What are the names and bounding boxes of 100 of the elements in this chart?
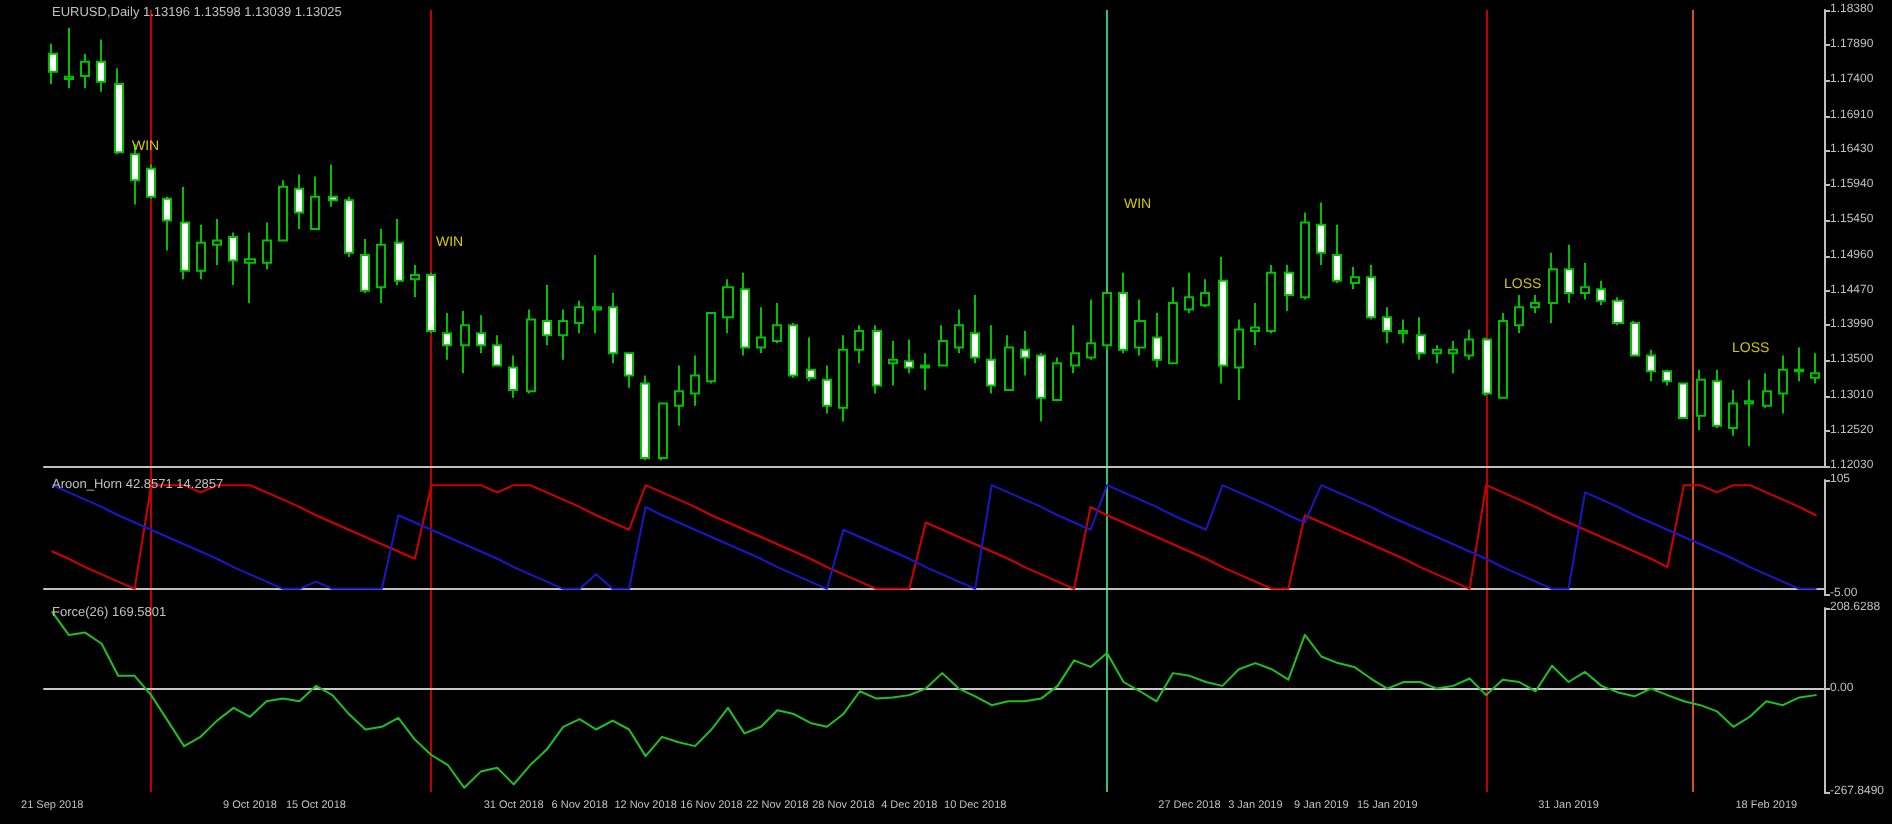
candlestick xyxy=(1778,354,1788,415)
candlestick xyxy=(196,223,206,281)
candlestick xyxy=(690,354,700,407)
candlestick xyxy=(1332,223,1342,284)
candlestick xyxy=(1070,324,1080,375)
candlestick xyxy=(1416,316,1426,361)
candlestick xyxy=(526,308,536,395)
candlestick xyxy=(1448,340,1458,375)
candlestick xyxy=(1712,368,1722,429)
candlestick xyxy=(1530,294,1540,315)
candlestick xyxy=(476,314,486,355)
candlestick xyxy=(822,364,832,415)
candlestick xyxy=(1036,352,1046,423)
candlestick xyxy=(542,284,552,347)
candlestick xyxy=(1266,263,1276,335)
candlestick xyxy=(328,163,338,208)
candlestick xyxy=(146,163,156,200)
candlestick xyxy=(888,340,898,387)
candlestick xyxy=(1086,298,1096,361)
candlestick xyxy=(80,52,90,90)
candlestick xyxy=(426,271,436,335)
candlestick xyxy=(310,175,320,231)
candlestick xyxy=(410,263,420,299)
candlestick xyxy=(1250,301,1260,347)
candlestick xyxy=(954,308,964,355)
candlestick xyxy=(344,195,354,259)
candlestick xyxy=(1794,346,1804,383)
candlestick xyxy=(1810,352,1820,385)
candlestick xyxy=(1696,368,1706,432)
candlestick xyxy=(722,278,734,335)
candlestick xyxy=(1152,312,1162,369)
candlestick xyxy=(48,42,58,85)
candlestick xyxy=(1102,291,1112,351)
candlestick xyxy=(1316,201,1326,266)
candlestick xyxy=(706,312,716,385)
candlestick xyxy=(1366,263,1376,321)
candlestick xyxy=(1184,271,1194,315)
candlestick xyxy=(788,322,798,379)
candlestick xyxy=(1646,348,1656,383)
candlestick xyxy=(1498,312,1508,399)
candlestick xyxy=(772,301,782,345)
candlestick xyxy=(1300,211,1310,301)
candlestick xyxy=(1678,382,1688,419)
candlestick xyxy=(756,306,766,355)
candlestick xyxy=(394,217,404,287)
candlestick xyxy=(376,228,386,304)
candlestick xyxy=(1052,356,1062,403)
candlestick xyxy=(1234,318,1244,401)
candlestick xyxy=(1596,279,1606,307)
candlestick xyxy=(1004,334,1014,391)
candlestick xyxy=(624,352,634,389)
candlestick xyxy=(1134,298,1146,357)
candlestick xyxy=(64,26,74,90)
candlestick xyxy=(838,334,848,423)
candlestick xyxy=(854,324,864,365)
candlestick xyxy=(806,336,816,383)
candlestick xyxy=(558,308,568,361)
candlestick xyxy=(1630,319,1640,357)
candlestick xyxy=(1464,328,1474,361)
candlestick xyxy=(938,324,948,367)
candlestick xyxy=(212,217,222,266)
candlestick xyxy=(1398,318,1408,345)
candlestick xyxy=(1382,306,1392,345)
candlestick xyxy=(1432,344,1442,365)
candlestick xyxy=(608,291,618,365)
candlestick xyxy=(460,309,470,375)
candlestick xyxy=(1744,378,1754,447)
candlestick xyxy=(1218,256,1228,385)
candlestick xyxy=(162,195,172,252)
candlestick xyxy=(1612,296,1624,327)
candlestick xyxy=(740,271,750,357)
candlestick xyxy=(114,67,124,156)
candlestick xyxy=(920,352,930,391)
candlestick xyxy=(442,312,452,361)
candlestick xyxy=(970,294,980,365)
candlestick xyxy=(986,324,996,395)
candlestick xyxy=(1200,278,1210,309)
candlestick xyxy=(904,338,914,375)
candlestick xyxy=(640,374,650,462)
candlestick xyxy=(262,221,272,271)
candlestick xyxy=(492,334,502,367)
candlestick xyxy=(1514,294,1524,335)
candlestick xyxy=(592,253,602,335)
candlestick xyxy=(574,299,584,335)
candlestick xyxy=(508,354,518,399)
candlestick xyxy=(96,38,106,93)
candlestick xyxy=(1662,368,1672,387)
candlestick xyxy=(294,173,304,231)
candlestick xyxy=(1762,372,1772,409)
candlestick xyxy=(872,324,882,395)
candlestick xyxy=(1284,263,1294,312)
candlestick xyxy=(1350,266,1360,291)
candlestick xyxy=(1118,271,1128,355)
candlestick xyxy=(180,185,190,281)
candlestick xyxy=(278,179,288,242)
candlestick xyxy=(1168,286,1178,365)
candlestick xyxy=(674,364,684,427)
candlestick xyxy=(1020,330,1030,377)
candlestick xyxy=(1728,388,1738,437)
candlestick xyxy=(1580,261,1590,301)
